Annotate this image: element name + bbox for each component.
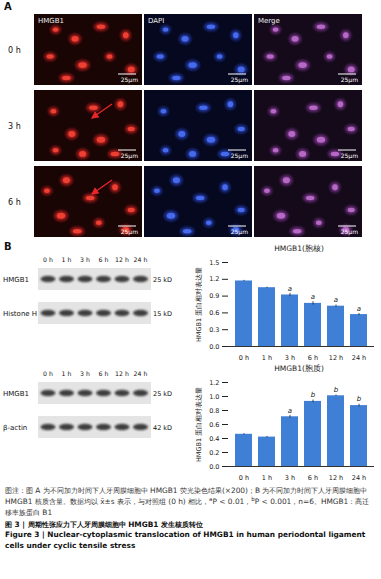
svg-text:HMGB1: HMGB1: [3, 276, 29, 284]
svg-text:24 h: 24 h: [134, 256, 148, 263]
html-text:HMGB1(胞核): HMGB1(胞核): [274, 244, 324, 253]
svg-text:6 h: 6 h: [308, 354, 318, 362]
svg-text:12 h: 12 h: [115, 256, 129, 263]
svg-text:25 kD: 25 kD: [153, 276, 172, 284]
svg-text:25μm: 25μm: [231, 228, 248, 236]
svg-text:3 h: 3 h: [80, 370, 90, 377]
svg-text:1.5: 1.5: [209, 259, 219, 267]
svg-text:b: b: [311, 391, 316, 399]
html-text:HMGB1(胞质): HMGB1(胞质): [274, 364, 324, 373]
svg-text:Merge: Merge: [258, 17, 280, 25]
svg-text:a: a: [334, 296, 338, 304]
svg-text:25μm: 25μm: [231, 152, 248, 160]
svg-text:β-actin: β-actin: [3, 424, 27, 432]
svg-text:25μm: 25μm: [341, 228, 358, 236]
svg-text:a: a: [311, 293, 315, 301]
svg-text:3 h: 3 h: [8, 122, 21, 131]
svg-text:1.2: 1.2: [209, 379, 219, 387]
svg-text:24 h: 24 h: [352, 474, 366, 482]
svg-text:25μm: 25μm: [341, 76, 358, 84]
svg-text:0.6: 0.6: [209, 421, 219, 429]
html-text:图注：图 A 为不同加力时间下人牙周膜细胞中 HMGB1 荧: 图注：图 A 为不同加力时间下人牙周膜细胞中 HMGB1 荧光染色结果(×200…: [5, 486, 370, 517]
svg-text:HMGB1 蛋白相对表达量: HMGB1 蛋白相对表达量: [195, 267, 203, 342]
svg-text:Histone H: Histone H: [3, 310, 37, 318]
svg-text:6 h: 6 h: [99, 370, 109, 377]
svg-text:0.2: 0.2: [209, 449, 219, 457]
svg-text:b: b: [334, 386, 339, 394]
svg-text:0.3: 0.3: [209, 326, 219, 334]
svg-text:a: a: [357, 305, 361, 313]
svg-text:15 kD: 15 kD: [153, 310, 172, 318]
svg-text:12 h: 12 h: [115, 370, 129, 377]
svg-text:0.0: 0.0: [209, 463, 219, 471]
svg-text:6 h: 6 h: [8, 198, 21, 207]
svg-text:0 h: 0 h: [239, 354, 249, 362]
svg-text:0.0: 0.0: [209, 343, 219, 351]
svg-text:1 h: 1 h: [62, 370, 72, 377]
svg-text:0 h: 0 h: [239, 474, 249, 482]
svg-text:1.0: 1.0: [209, 393, 219, 401]
svg-text:25μm: 25μm: [231, 76, 248, 84]
svg-text:3 h: 3 h: [285, 354, 295, 362]
svg-text:1.2: 1.2: [209, 275, 219, 283]
svg-text:3 h: 3 h: [80, 256, 90, 263]
svg-text:DAPI: DAPI: [148, 17, 164, 25]
svg-text:HMGB1: HMGB1: [3, 390, 29, 398]
svg-text:0 h: 0 h: [43, 256, 53, 263]
svg-text:1 h: 1 h: [262, 474, 272, 482]
svg-text:1 h: 1 h: [262, 354, 272, 362]
svg-text:0 h: 0 h: [8, 46, 21, 55]
svg-text:0.6: 0.6: [209, 309, 219, 317]
svg-text:A: A: [4, 1, 12, 12]
svg-text:0.8: 0.8: [209, 407, 219, 415]
svg-text:B: B: [4, 241, 12, 252]
svg-text:a: a: [288, 407, 292, 415]
svg-text:0.4: 0.4: [209, 435, 219, 443]
svg-text:24 h: 24 h: [352, 354, 366, 362]
svg-text:3 h: 3 h: [285, 474, 295, 482]
svg-text:25 kD: 25 kD: [153, 390, 172, 398]
svg-text:25μm: 25μm: [341, 152, 358, 160]
svg-text:25μm: 25μm: [121, 152, 138, 160]
svg-text:0.9: 0.9: [209, 292, 219, 300]
svg-text:6 h: 6 h: [308, 474, 318, 482]
svg-text:a: a: [288, 285, 292, 293]
html-text:Figure 3 | Nuclear-cytoplasmic: Figure 3 | Nuclear-cytoplasmic transloca…: [5, 530, 366, 550]
svg-text:42 kD: 42 kD: [153, 424, 172, 432]
html-text:图 3 | 周期性张应力下人牙周膜细胞中 HMGB1 发生核: 图 3 | 周期性张应力下人牙周膜细胞中 HMGB1 发生核质转位: [5, 520, 204, 530]
svg-text:HMGB1 蛋白相对表达量: HMGB1 蛋白相对表达量: [195, 387, 203, 462]
svg-text:25μm: 25μm: [121, 76, 138, 84]
svg-text:0 h: 0 h: [43, 370, 53, 377]
svg-text:6 h: 6 h: [99, 256, 109, 263]
svg-text:1 h: 1 h: [62, 256, 72, 263]
svg-text:25μm: 25μm: [121, 228, 138, 236]
svg-text:HMGB1: HMGB1: [38, 17, 64, 25]
svg-text:12 h: 12 h: [329, 354, 343, 362]
svg-text:24 h: 24 h: [134, 370, 148, 377]
svg-text:12 h: 12 h: [329, 474, 343, 482]
svg-text:b: b: [357, 395, 362, 403]
